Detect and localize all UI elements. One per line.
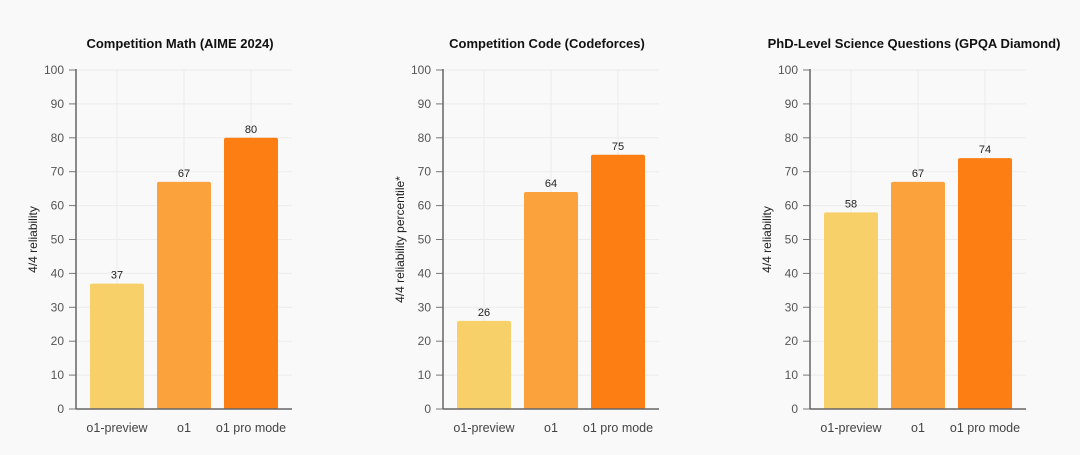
- y-tick-label: 70: [418, 165, 432, 179]
- y-tick-label: 20: [418, 334, 432, 348]
- y-axis-label: 4/4 reliability: [26, 206, 40, 273]
- y-tick-label: 70: [51, 165, 65, 179]
- data-label: 64: [545, 178, 557, 190]
- bar-o1: [891, 181, 945, 409]
- y-tick-label: 40: [785, 266, 799, 280]
- x-tick-label: o1: [177, 421, 191, 435]
- y-tick-label: 50: [418, 233, 432, 247]
- y-tick-label: 100: [411, 63, 431, 77]
- bar-o1: [157, 181, 211, 409]
- x-tick-label: o1-preview: [820, 421, 882, 435]
- bar-o1-preview: [457, 320, 511, 409]
- y-tick-label: 30: [418, 300, 432, 314]
- y-tick-label: 60: [51, 199, 65, 213]
- y-tick-label: 80: [418, 131, 432, 145]
- data-label: 67: [178, 168, 190, 180]
- chart-title: Competition Math (AIME 2024): [86, 36, 273, 51]
- data-label: 37: [111, 270, 123, 282]
- y-axis-label: 4/4 reliability percentile*: [393, 176, 407, 303]
- y-tick-label: 0: [424, 402, 431, 416]
- x-tick-label: o1 pro mode: [216, 421, 286, 435]
- bar-o1: [524, 192, 578, 409]
- y-tick-label: 80: [785, 131, 799, 145]
- y-tick-label: 80: [51, 131, 65, 145]
- y-tick-label: 20: [785, 334, 799, 348]
- y-tick-label: 30: [785, 300, 799, 314]
- chart-title: Competition Code (Codeforces): [449, 36, 645, 51]
- y-tick-label: 0: [791, 402, 798, 416]
- x-tick-label: o1-preview: [453, 421, 515, 435]
- y-tick-label: 60: [418, 199, 432, 213]
- y-tick-label: 20: [51, 334, 65, 348]
- chart-title: PhD-Level Science Questions (GPQA Diamon…: [768, 36, 1061, 51]
- y-tick-label: 60: [785, 199, 799, 213]
- y-tick-label: 40: [51, 266, 65, 280]
- y-tick-label: 0: [57, 402, 64, 416]
- y-tick-label: 70: [785, 165, 799, 179]
- x-tick-label: o1 pro mode: [583, 421, 653, 435]
- y-tick-label: 50: [51, 233, 65, 247]
- x-tick-label: o1: [544, 421, 558, 435]
- y-tick-label: 90: [418, 97, 432, 111]
- x-tick-label: o1: [911, 421, 925, 435]
- y-tick-label: 40: [418, 266, 432, 280]
- bar-o1-preview: [90, 283, 144, 409]
- bar-o1-pro-mode: [591, 154, 645, 409]
- data-label: 58: [845, 198, 857, 210]
- y-tick-label: 100: [44, 63, 64, 77]
- y-tick-label: 90: [785, 97, 799, 111]
- y-tick-label: 10: [51, 368, 65, 382]
- data-label: 74: [979, 144, 991, 156]
- x-tick-label: o1 pro mode: [950, 421, 1020, 435]
- data-label: 26: [478, 307, 490, 319]
- y-tick-label: 10: [785, 368, 799, 382]
- y-axis-label: 4/4 reliability: [760, 206, 774, 273]
- y-tick-label: 30: [51, 300, 65, 314]
- y-tick-label: 10: [418, 368, 432, 382]
- data-label: 75: [612, 141, 624, 153]
- x-tick-label: o1-preview: [86, 421, 148, 435]
- y-tick-label: 90: [51, 97, 65, 111]
- bar-o1-pro-mode: [224, 137, 278, 410]
- data-label: 80: [245, 124, 257, 136]
- y-tick-label: 100: [778, 63, 798, 77]
- data-label: 67: [912, 168, 924, 180]
- bar-o1-preview: [824, 212, 878, 409]
- bar-o1-pro-mode: [958, 158, 1012, 409]
- y-tick-label: 50: [785, 233, 799, 247]
